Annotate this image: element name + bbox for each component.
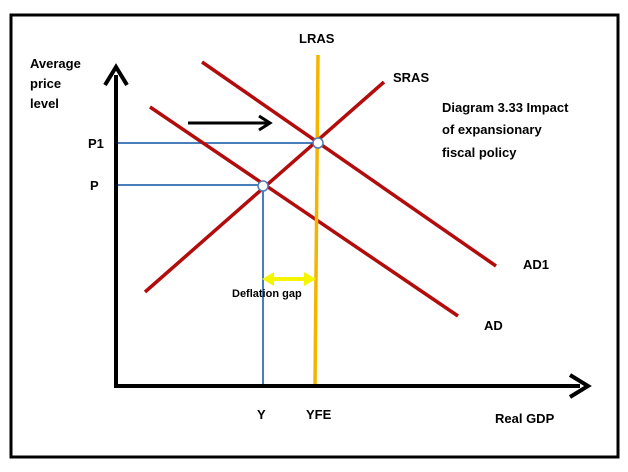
yfe-output-label: YFE	[306, 407, 332, 422]
p-label: P	[90, 178, 99, 193]
y-axis-label-line-2: price	[30, 76, 61, 91]
ad1-curve	[201, 60, 497, 268]
x-axis-label: Real GDP	[495, 411, 555, 426]
diagram-title-line-3: fiscal policy	[442, 145, 517, 160]
ad-curve	[149, 105, 459, 318]
y-axis-label-line-3: level	[30, 96, 59, 111]
lras-label: LRAS	[299, 31, 335, 46]
deflation-gap-label: Deflation gap	[232, 288, 302, 300]
equilibrium-point-initial	[257, 180, 269, 192]
p1-label: P1	[88, 136, 104, 151]
diagram-title-line-1: Diagram 3.33 Impact	[442, 100, 569, 115]
y-output-label: Y	[257, 407, 266, 422]
diagram-title-line-2: of expansionary	[442, 122, 542, 137]
sras-label: SRAS	[393, 70, 429, 85]
ad-label: AD	[484, 318, 503, 333]
y-axis-arrowhead	[103, 63, 129, 87]
shift-arrow-head	[258, 114, 273, 132]
equilibrium-point-new	[312, 137, 324, 149]
x-axis-arrowhead	[568, 373, 592, 399]
ad1-label: AD1	[523, 257, 549, 272]
deflation-gap-arrow-left-head	[262, 272, 274, 286]
y-axis-label-line-1: Average	[30, 56, 81, 71]
deflation-gap-arrow-right-head	[304, 272, 316, 286]
lras-line	[313, 54, 320, 387]
diagram-frame	[9, 13, 620, 459]
